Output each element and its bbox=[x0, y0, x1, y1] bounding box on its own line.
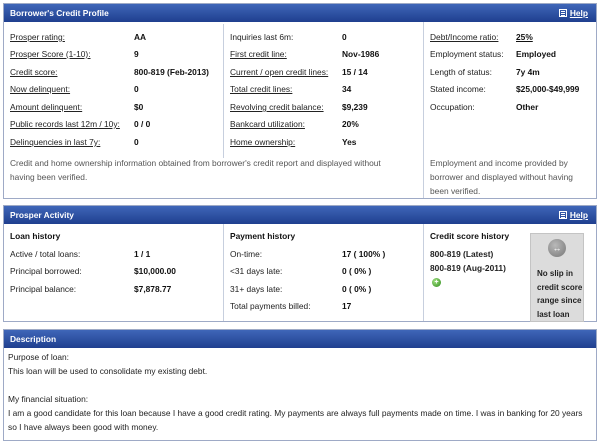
field-label[interactable]: Home ownership: bbox=[230, 137, 296, 147]
field-value: $7,878.77 bbox=[134, 284, 172, 294]
credit-score-entry: 800-819 (Aug-2011) bbox=[430, 263, 506, 273]
field-value: 20% bbox=[342, 119, 359, 129]
payment-history-title: Payment history bbox=[230, 231, 296, 241]
field-value: Other bbox=[516, 102, 539, 112]
field-label: Principal borrowed: bbox=[10, 266, 82, 276]
field-value: 7y 4m bbox=[516, 67, 540, 77]
prosper-activity-help-link[interactable]: Help bbox=[558, 206, 588, 224]
loan-history-title: Loan history bbox=[10, 231, 61, 241]
prosper-activity-panel: Prosper Activity Help Loan history Activ… bbox=[3, 205, 597, 322]
field-value: 0 bbox=[342, 32, 347, 42]
field-label[interactable]: First credit line: bbox=[230, 49, 287, 59]
divider bbox=[423, 224, 424, 321]
field-label: Principal balance: bbox=[10, 284, 77, 294]
field-value: 1 / 1 bbox=[134, 249, 151, 259]
field-label[interactable]: Total credit lines: bbox=[230, 84, 293, 94]
note-line: Employment and income provided by bbox=[430, 158, 568, 168]
field-label: On-time: bbox=[230, 249, 263, 259]
field-value[interactable]: 25% bbox=[516, 32, 533, 42]
field-value: 9 bbox=[134, 49, 139, 59]
field-label: <31 days late: bbox=[230, 266, 283, 276]
note-line: Credit and home ownership information ob… bbox=[10, 158, 381, 168]
field-value: 0 bbox=[134, 137, 139, 147]
field-label: Inquiries last 6m: bbox=[230, 32, 294, 42]
field-value: $10,000.00 bbox=[134, 266, 176, 276]
field-label[interactable]: Bankcard utilization: bbox=[230, 119, 305, 129]
arrows-icon: ↔ bbox=[548, 239, 566, 257]
note-line: been verified. bbox=[430, 186, 481, 196]
field-label[interactable]: Prosper rating: bbox=[10, 32, 65, 42]
field-label[interactable]: Debt/Income ratio: bbox=[430, 32, 499, 42]
credit-score-entry: 800-819 (Latest) bbox=[430, 249, 494, 259]
field-label[interactable]: Current / open credit lines: bbox=[230, 67, 329, 77]
field-value: 0 / 0 bbox=[134, 119, 151, 129]
field-value: 0 bbox=[134, 84, 139, 94]
field-label: Active / total loans: bbox=[10, 249, 81, 259]
no-slip-badge: ↔ No slip in credit score range since la… bbox=[530, 233, 584, 322]
credit-profile-help-link[interactable]: Help bbox=[558, 4, 588, 22]
field-value: $9,239 bbox=[342, 102, 368, 112]
description-panel: Description Purpose of loan: This loan w… bbox=[3, 329, 597, 441]
field-value: Employed bbox=[516, 49, 557, 59]
field-value: 17 bbox=[342, 301, 352, 311]
field-value: Nov-1986 bbox=[342, 49, 380, 59]
field-label[interactable]: Credit score: bbox=[10, 67, 58, 77]
divider bbox=[423, 22, 424, 198]
help-label: Help bbox=[569, 210, 588, 220]
field-value: 15 / 14 bbox=[342, 67, 368, 77]
purpose-text: This loan will be used to consolidate my… bbox=[8, 366, 208, 376]
help-icon bbox=[558, 211, 567, 219]
purpose-label: Purpose of loan: bbox=[8, 352, 69, 362]
help-icon bbox=[558, 9, 567, 17]
field-value: Yes bbox=[342, 137, 357, 147]
situation-label: My financial situation: bbox=[8, 394, 89, 404]
score-change-icon: + bbox=[432, 278, 441, 287]
field-label[interactable]: Prosper Score (1-10): bbox=[10, 49, 91, 59]
note-line: having been verified. bbox=[10, 172, 88, 182]
field-label: Stated income: bbox=[430, 84, 486, 94]
description-title: Description bbox=[10, 334, 57, 344]
field-label: Occupation: bbox=[430, 102, 475, 112]
prosper-activity-header: Prosper Activity Help bbox=[4, 206, 596, 224]
field-value: 17 ( 100% ) bbox=[342, 249, 386, 259]
field-value: $0 bbox=[134, 102, 144, 112]
field-label: Employment status: bbox=[430, 49, 504, 59]
field-label[interactable]: Now delinquent: bbox=[10, 84, 71, 94]
field-value: 0 ( 0% ) bbox=[342, 266, 372, 276]
field-label[interactable]: Amount delinquent: bbox=[10, 102, 83, 112]
field-value: 0 ( 0% ) bbox=[342, 284, 372, 294]
no-slip-text: No slip in credit score range since last… bbox=[537, 269, 583, 319]
credit-score-history-title: Credit score history bbox=[430, 231, 510, 241]
field-value: AA bbox=[134, 32, 147, 42]
employment-note: Employment and income provided by borrow… bbox=[430, 156, 595, 198]
prosper-activity-title: Prosper Activity bbox=[10, 210, 74, 220]
situation-text: I am a good candidate for this loan beca… bbox=[8, 408, 583, 432]
help-label: Help bbox=[569, 8, 588, 18]
credit-profile-panel: Borrower's Credit Profile Help Prosper r… bbox=[3, 3, 597, 199]
field-value: $25,000-$49,999 bbox=[516, 84, 580, 94]
credit-profile-title: Borrower's Credit Profile bbox=[10, 8, 109, 18]
field-label[interactable]: Public records last 12m / 10y: bbox=[10, 119, 120, 129]
description-header: Description bbox=[4, 330, 596, 348]
field-label[interactable]: Delinquencies in last 7y: bbox=[10, 137, 101, 147]
description-body: Purpose of loan: This loan will be used … bbox=[8, 350, 592, 434]
credit-profile-header: Borrower's Credit Profile Help bbox=[4, 4, 596, 22]
divider bbox=[223, 24, 224, 158]
field-label: 31+ days late: bbox=[230, 284, 283, 294]
field-label[interactable]: Revolving credit balance: bbox=[230, 102, 324, 112]
divider bbox=[223, 224, 224, 321]
field-label: Total payments billed: bbox=[230, 301, 311, 311]
note-line: borrower and displayed without having bbox=[430, 172, 573, 182]
field-value: 800-819 (Feb-2013) bbox=[134, 67, 209, 77]
field-value: 34 bbox=[342, 84, 352, 94]
field-label: Length of status: bbox=[430, 67, 492, 77]
credit-report-note: Credit and home ownership information ob… bbox=[10, 156, 420, 184]
